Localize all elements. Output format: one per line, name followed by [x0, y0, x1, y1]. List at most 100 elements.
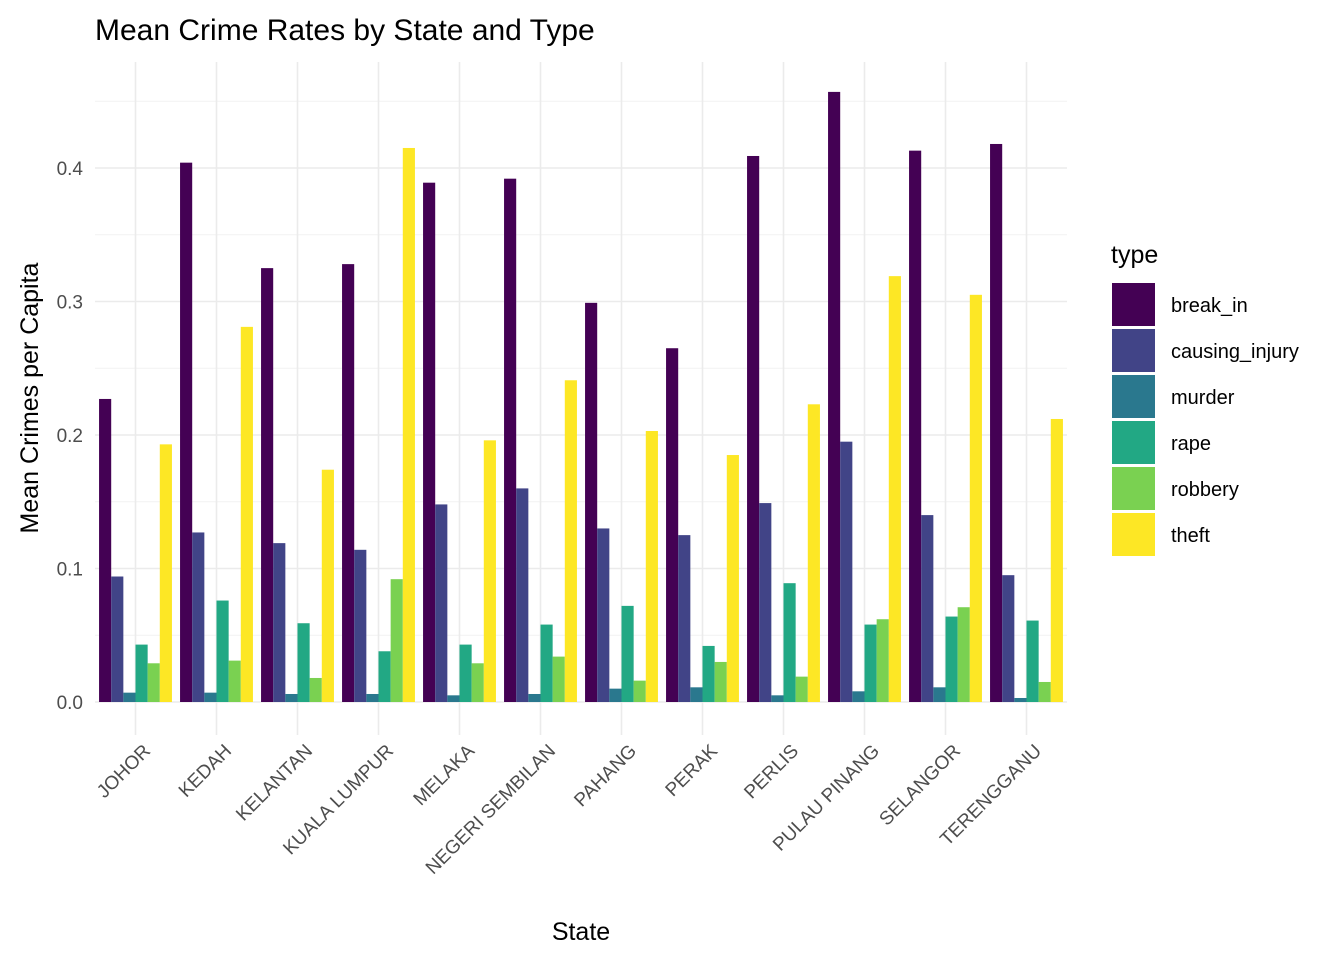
bar-kuala-lumpur-rape [378, 651, 391, 702]
bar-terengganu-break-in [990, 143, 1003, 703]
x-tick-label-johor: JOHOR [93, 741, 155, 803]
bar-kelantan-rape [297, 623, 310, 702]
bar-kelantan-break-in [261, 268, 274, 702]
bar-perlis-break-in [747, 155, 760, 703]
bar-kelantan-robbery [309, 677, 322, 702]
bar-selangor-robbery [957, 607, 970, 702]
bar-kedah-break-in [180, 162, 193, 702]
x-tick-label-perak: PERAK [662, 740, 723, 801]
bar-kelantan-causing-injury [273, 543, 286, 702]
chart-title: Mean Crime Rates by State and Type [95, 14, 595, 47]
x-tick-label-kedah: KEDAH [175, 741, 236, 802]
bar-kedah-rape [216, 600, 229, 702]
bar-pulau-pinang-break-in [828, 91, 841, 702]
bar-johor-rape [135, 644, 148, 702]
bar-perlis-robbery [795, 676, 808, 702]
bar-perlis-rape [783, 583, 796, 702]
bar-melaka-rape [459, 644, 472, 702]
bar-kedah-murder [204, 692, 217, 702]
bar-selangor-causing-injury [921, 515, 934, 702]
bar-kedah-causing-injury [192, 532, 205, 702]
bar-kuala-lumpur-causing-injury [354, 549, 367, 702]
legend-swatch-murder [1112, 375, 1155, 418]
bar-kuala-lumpur-break-in [342, 264, 355, 702]
bar-perlis-causing-injury [759, 503, 772, 702]
legend-label-robbery: robbery [1171, 479, 1239, 501]
x-tick-label-melaka: MELAKA [410, 740, 480, 810]
bar-johor-robbery [147, 663, 160, 702]
y-tick-label: 0.3 [57, 293, 83, 314]
bar-melaka-theft [483, 440, 496, 702]
bar-pahang-theft [645, 430, 658, 702]
bar-perak-rape [702, 645, 715, 702]
x-axis-title: State [552, 918, 610, 946]
bar-perlis-theft [807, 404, 820, 702]
bar-terengganu-murder [1014, 697, 1027, 702]
legend-label-rape: rape [1171, 433, 1211, 455]
bar-pulau-pinang-rape [864, 624, 877, 702]
y-tick-label: 0.0 [57, 693, 83, 714]
bar-negeri-sembilan-rape [540, 624, 553, 702]
bar-negeri-sembilan-robbery [552, 656, 565, 702]
legend-swatch-causing-injury [1112, 329, 1155, 372]
x-tick-label-pahang: PAHANG [570, 741, 641, 812]
bar-perak-causing-injury [678, 535, 691, 702]
bar-terengganu-robbery [1038, 681, 1051, 702]
x-tick-label-perlis: PERLIS [740, 741, 803, 804]
bar-kuala-lumpur-murder [366, 693, 379, 702]
bar-pahang-robbery [633, 680, 646, 702]
bar-pahang-rape [621, 605, 634, 702]
bar-terengganu-theft [1050, 418, 1063, 702]
bar-kedah-theft [240, 326, 253, 702]
bar-kelantan-murder [285, 693, 298, 702]
x-tick-label-kelantan: KELANTAN [232, 741, 317, 826]
legend-swatch-rape [1112, 421, 1155, 464]
legend-label-murder: murder [1171, 387, 1235, 409]
x-tick-label-selangor: SELANGOR [876, 741, 966, 831]
y-tick-label: 0.2 [57, 426, 83, 447]
bar-kelantan-theft [321, 469, 334, 702]
legend-swatch-theft [1112, 513, 1155, 556]
bar-johor-causing-injury [111, 576, 124, 702]
bar-negeri-sembilan-causing-injury [516, 488, 529, 702]
bar-perak-theft [726, 455, 739, 702]
bar-perlis-murder [771, 695, 784, 702]
bars-layer [99, 91, 1063, 703]
bar-pulau-pinang-murder [852, 691, 865, 702]
bar-terengganu-causing-injury [1002, 575, 1015, 702]
legend-label-causing-injury: causing_injury [1171, 341, 1299, 363]
bar-melaka-murder [447, 695, 460, 702]
y-tick-label: 0.4 [57, 159, 84, 180]
bar-perak-murder [690, 687, 703, 702]
bar-pahang-murder [609, 688, 622, 702]
bar-kuala-lumpur-robbery [390, 579, 403, 702]
bar-selangor-murder [933, 687, 946, 702]
bar-pahang-causing-injury [597, 528, 610, 702]
legend-swatch-robbery [1112, 467, 1155, 510]
bar-melaka-break-in [423, 182, 436, 702]
bar-negeri-sembilan-break-in [504, 178, 517, 702]
bar-negeri-sembilan-theft [564, 380, 577, 702]
bar-melaka-robbery [471, 663, 484, 702]
legend-swatch-break-in [1112, 283, 1155, 326]
bar-terengganu-rape [1026, 620, 1039, 702]
bar-perak-robbery [714, 661, 727, 702]
bar-selangor-theft [969, 294, 982, 702]
bar-pulau-pinang-theft [888, 276, 901, 702]
bar-negeri-sembilan-murder [528, 693, 541, 702]
bar-kuala-lumpur-theft [402, 147, 415, 703]
legend-label-break-in: break_in [1171, 295, 1248, 317]
legend-label-theft: theft [1171, 525, 1210, 547]
bar-pulau-pinang-causing-injury [840, 441, 853, 702]
bar-pahang-break-in [585, 302, 598, 702]
legend-title: type [1111, 241, 1158, 269]
bar-perak-break-in [666, 348, 679, 702]
bar-selangor-rape [945, 616, 958, 702]
bar-selangor-break-in [909, 150, 922, 702]
bar-melaka-causing-injury [435, 504, 448, 702]
bar-johor-murder [123, 692, 136, 702]
bar-johor-break-in [99, 398, 112, 702]
